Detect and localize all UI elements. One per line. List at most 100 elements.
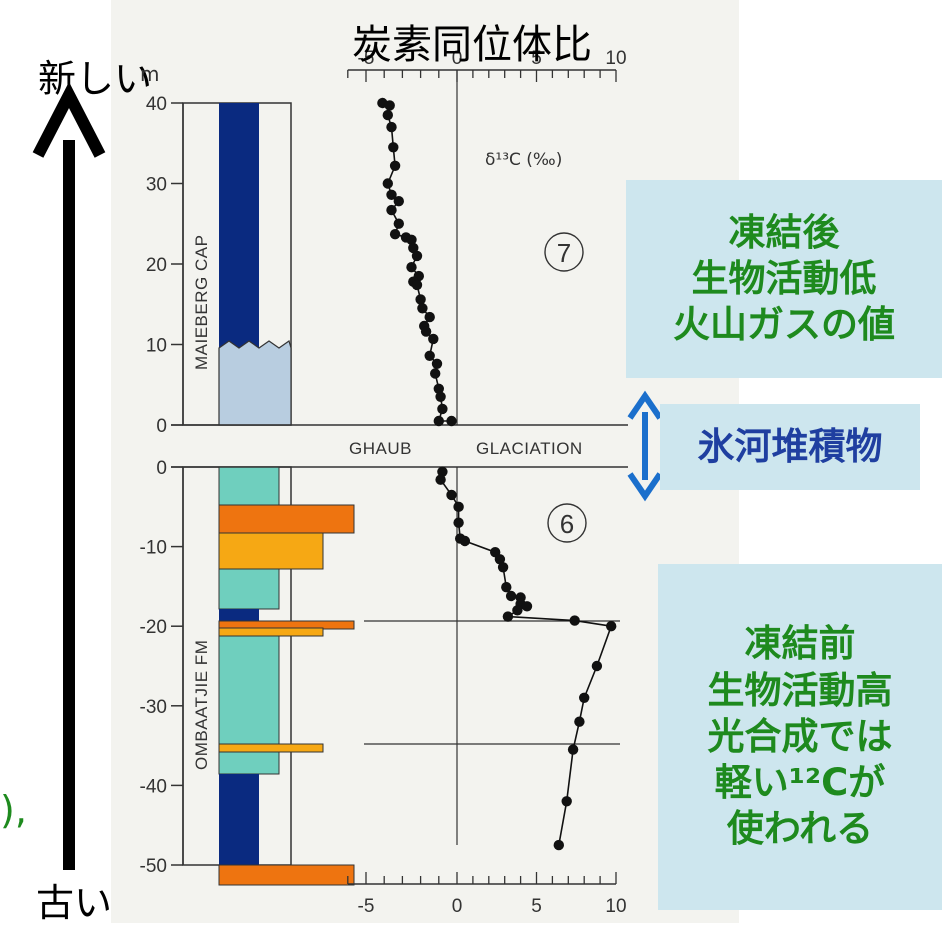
lower-point-11 <box>505 590 517 602</box>
y-lower-tick-label-3: -30 <box>140 697 167 718</box>
teal-unit-2 <box>218 568 280 610</box>
dark-blue-unit-lower <box>219 774 259 865</box>
lower-point-8 <box>494 554 506 565</box>
lower-point-14 <box>521 601 533 612</box>
post-freeze-line-2: 生物活動低 <box>691 256 877 300</box>
lower-point-6 <box>459 535 471 547</box>
upper-point-24 <box>420 326 432 337</box>
upper-point-20 <box>415 294 426 305</box>
upper-point-30 <box>435 391 446 402</box>
dark-blue-thin <box>219 609 259 621</box>
upper-point-7 <box>386 189 397 200</box>
x-bottom-tick-label-1: 0 <box>452 896 463 917</box>
lower-point-3 <box>453 501 464 512</box>
teal-unit-3 <box>218 635 280 745</box>
lower-point-2 <box>446 489 457 501</box>
upper-point-14 <box>408 242 419 254</box>
upper-point-1 <box>384 100 395 111</box>
series-upper <box>377 97 457 427</box>
glaciation-label: GLACIATION <box>476 439 583 458</box>
ghaub-label: GHAUB <box>349 439 412 458</box>
post-freeze-line-3: 火山ガスの値 <box>673 303 895 347</box>
y-axis-upper: 0 10 20 30 40 <box>146 94 184 437</box>
upper-point-9 <box>386 204 397 216</box>
upper-point-21 <box>417 303 428 314</box>
orange-bed-2 <box>218 532 324 570</box>
x-top-tick-label-0: -5 <box>358 48 375 69</box>
dark-blue-unit-upper <box>219 103 259 348</box>
circle-7: 7 <box>544 232 584 272</box>
upper-point-22 <box>424 311 435 323</box>
y-upper-tick-label-0: 0 <box>156 416 167 437</box>
upper-point-2 <box>382 109 393 121</box>
upper-point-4 <box>388 142 399 153</box>
y-lower-tick-label-1: -10 <box>140 538 167 559</box>
upper-point-5 <box>389 160 401 171</box>
glacial-deposit-box: 氷河堆積物 <box>660 404 920 490</box>
lower-point-15 <box>512 605 523 616</box>
lower-point-20 <box>579 692 590 703</box>
lower-point-9 <box>497 562 509 573</box>
upper-point-15 <box>411 250 423 262</box>
pre-freeze-line-5: 使われる <box>726 807 874 851</box>
upper-point-13 <box>406 234 417 245</box>
upper-point-29 <box>433 383 444 394</box>
upper-point-28 <box>430 368 441 379</box>
upper-point-32 <box>433 415 444 427</box>
y-axis-lower: 0 -10 -20 -30 -40 -50 <box>140 458 184 877</box>
upper-point-27 <box>431 358 443 369</box>
upper-point-16 <box>406 262 417 273</box>
pre-freeze-line-2: 生物活動高 <box>707 668 893 712</box>
y-lower-tick-label-2: -20 <box>140 617 167 638</box>
circle-6: 6 <box>547 503 587 543</box>
upper-point-25 <box>428 333 439 345</box>
meter-unit: m <box>140 62 160 86</box>
lower-point-22 <box>567 744 579 755</box>
lower-column <box>182 466 355 886</box>
lower-point-10 <box>501 582 512 593</box>
chart-title: 炭素同位体比 <box>352 22 592 68</box>
pre-freeze-box: 凍結前 生物活動高 光合成では 軽い¹²Cが 使われる <box>658 564 942 910</box>
ombaatjie-label: OMBAATJIE FM <box>192 640 211 770</box>
pre-freeze-line-1: 凍結前 <box>744 622 856 666</box>
glacial-double-arrow <box>627 390 663 502</box>
orange-bed-4 <box>218 627 324 637</box>
teal-unit-top <box>218 466 280 508</box>
x-bottom-tick-label-2: 5 <box>531 896 542 917</box>
age-arrow-head <box>32 81 106 158</box>
x-top-tick-label-2: 5 <box>531 48 542 69</box>
x-bottom-tick-label-3: 10 <box>605 896 626 917</box>
lower-point-24 <box>553 839 564 851</box>
upper-point-33 <box>446 415 457 427</box>
svg-text:6: 6 <box>560 509 574 539</box>
upper-point-6 <box>382 178 393 189</box>
pre-freeze-line-4: 軽い¹²Cが <box>714 761 886 805</box>
orange-bed-5 <box>218 743 324 753</box>
older-label: 古い <box>36 881 113 925</box>
upper-point-10 <box>393 218 404 229</box>
svg-text:7: 7 <box>557 238 571 268</box>
figure-panel <box>111 0 739 923</box>
y-lower-tick-label-5: -50 <box>140 856 167 877</box>
orange-bed-6 <box>218 864 355 886</box>
upper-point-8 <box>393 196 404 207</box>
lower-point-1 <box>435 474 446 485</box>
x-axis-bottom: -5 0 5 10 <box>347 872 627 917</box>
newer-label: 新しい <box>38 57 153 101</box>
glacial-deposit-text: 氷河堆積物 <box>697 424 883 468</box>
light-blue-unit-upper <box>218 340 292 426</box>
x-top-tick-label-3: 10 <box>605 48 626 69</box>
upper-point-26 <box>424 350 435 361</box>
lower-point-17 <box>569 615 580 626</box>
upper-point-3 <box>386 121 397 133</box>
teal-unit-4 <box>218 751 280 775</box>
lower-point-4 <box>453 517 464 528</box>
x-axis-top: -5 0 5 10 <box>347 48 627 82</box>
series-lower <box>435 466 617 851</box>
x-bottom-tick-label-0: -5 <box>358 896 375 917</box>
post-freeze-line-1: 凍結後 <box>728 210 840 254</box>
y-lower-tick-label-0: 0 <box>156 458 167 479</box>
upper-point-11 <box>389 229 401 240</box>
upper-point-31 <box>437 403 448 415</box>
left-fragment: ), <box>0 788 27 832</box>
